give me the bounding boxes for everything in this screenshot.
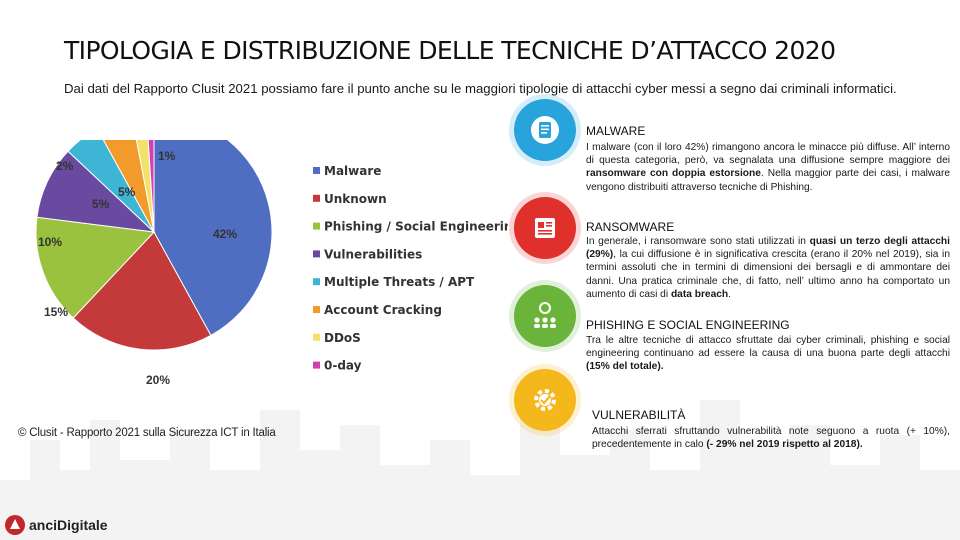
newspaper-icon: [528, 211, 562, 245]
logo-mark-icon: [5, 515, 25, 535]
pie-slice-4: [67, 140, 155, 233]
section-text-part-2-1: (15% del totale).: [586, 361, 664, 373]
slice-label-6: 2%: [56, 159, 74, 173]
document-icon: [528, 113, 562, 147]
section-title-1: RANSOMWARE: [586, 220, 675, 234]
legend-swatch-4: [313, 278, 320, 286]
legend-swatch-7: [313, 361, 320, 369]
slice-label-3: 10%: [38, 235, 62, 249]
intro-text: Dai dati del Rapporto Clusit 2021 possia…: [64, 81, 897, 96]
pie-slice-2: [35, 216, 156, 319]
legend-swatch-3: [313, 250, 320, 258]
section-text-part-3-1: (- 29% nel 2019 rispetto al 2018).: [706, 439, 863, 451]
section-text-part-1-4: .: [728, 288, 731, 300]
legend-label-2: Phishing / Social Engineering: [324, 220, 508, 234]
legend-swatch-2: [313, 222, 320, 230]
section-title-2: PHISHING E SOCIAL ENGINEERING: [586, 318, 790, 332]
pie-slice-5: [102, 140, 155, 233]
section-text-part-1-0: In generale, i ransomware sono stati uti…: [586, 236, 810, 247]
legend-label-6: DDoS: [324, 331, 361, 345]
logo-text: anciDigitale: [29, 517, 108, 533]
slice-label-7: 1%: [158, 149, 176, 163]
section-text-part-1-2: , la cui diffusione è in significativa c…: [586, 249, 950, 300]
legend-swatch-1: [313, 194, 320, 202]
section-text-part-2-0: Tra le altre tecniche di attacco sfrutta…: [586, 335, 950, 360]
section-icon-circle-2: [514, 285, 576, 347]
legend-label-7: 0-day: [324, 359, 362, 373]
pie-slice-1: [72, 231, 212, 351]
section-title-3: VULNERABILITÀ: [592, 408, 686, 422]
section-text-part-3-0: Attacchi sferrati sfruttando vulnerabili…: [592, 426, 950, 451]
pie-slice-0: [153, 140, 273, 337]
copyright-note: © Clusit - Rapporto 2021 sulla Sicurezza…: [18, 427, 276, 439]
pie-slice-7: [147, 140, 155, 233]
slice-label-4: 5%: [92, 197, 110, 211]
slice-label-2: 15%: [44, 305, 68, 319]
legend-label-5: Account Cracking: [324, 303, 442, 317]
section-text-part-0-2: . Nella maggior parte dei casi, i malwar…: [586, 168, 951, 193]
footer-logo: anciDigitale: [4, 514, 108, 536]
section-text-part-1-3: data breach: [670, 288, 729, 300]
section-text-part-0-1: ransomware con doppia estorsione: [586, 168, 761, 180]
section-icon-circle-1: [514, 197, 576, 259]
page-title: TIPOLOGIA E DISTRIBUZIONE DELLE TECNICHE…: [64, 36, 836, 65]
section-icon-circle-0: [514, 99, 576, 161]
people-network-icon: [528, 299, 562, 333]
slice-label-0: 42%: [213, 227, 237, 241]
legend-swatch-0: [313, 167, 320, 174]
section-title-0: MALWARE: [586, 124, 646, 138]
section-text-1: In generale, i ransomware sono stati uti…: [586, 235, 950, 301]
section-text-part-1-1: quasi un terzo degli attacchi (29%): [586, 236, 950, 261]
legend-label-3: Vulnerabilities: [324, 247, 422, 261]
pie-slice-3: [36, 150, 156, 233]
gear-check-icon: [528, 383, 562, 417]
pie-chart: 42% 20% 15% 10% 5% 5% 2% 1% Malware Unknown Phish…: [35, 140, 508, 387]
section-icon-circle-3: [514, 369, 576, 431]
slice-label-1: 20%: [146, 373, 170, 387]
slice-label-5: 5%: [118, 185, 136, 199]
section-text-part-0-0: I malware (con il loro 42%) rimangono an…: [586, 142, 950, 167]
legend-label-0: Malware: [324, 164, 381, 178]
section-text-3: Attacchi sferrati sfruttando vulnerabili…: [592, 425, 950, 451]
section-text-0: I malware (con il loro 42%) rimangono an…: [586, 141, 950, 194]
legend-swatch-5: [313, 306, 320, 313]
skyline-background: [0, 400, 960, 540]
section-text-2: Tra le altre tecniche di attacco sfrutta…: [586, 334, 950, 374]
legend-label-4: Multiple Threats / APT: [324, 275, 475, 289]
legend-swatch-6: [313, 333, 320, 341]
legend-label-1: Unknown: [324, 192, 387, 206]
